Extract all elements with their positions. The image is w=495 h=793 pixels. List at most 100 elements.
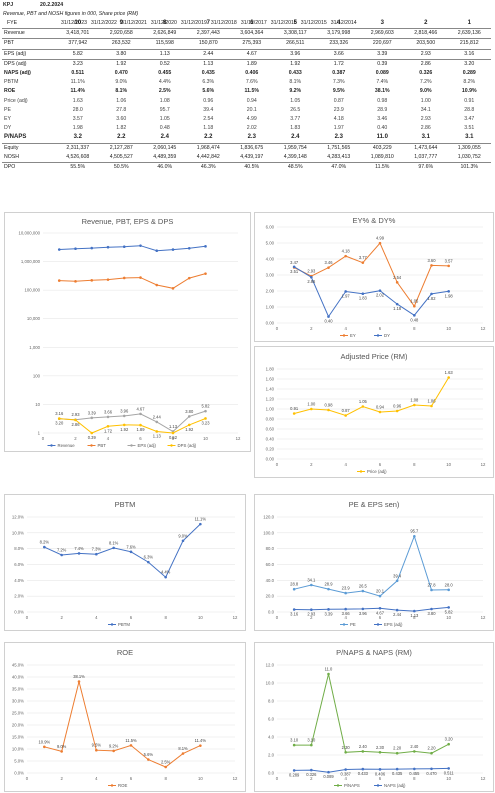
data-point (447, 767, 450, 770)
table-cell: 1,089,810 (370, 153, 394, 160)
data-point (378, 410, 382, 414)
data-label: 0.96 (393, 404, 402, 409)
table-row: EPS (adj) 5.82 3.80 1.13 2.44 4.67 3.96 3.66 3.3… (2, 48, 491, 60)
y-tick-label: 0.00 (266, 321, 275, 326)
table-cell: 3.16 (447, 48, 491, 60)
data-label: 3.80 (185, 409, 194, 414)
y-tick-label: 25.0% (12, 711, 24, 716)
table-cell: 1,836,675 (230, 142, 274, 153)
data-point (361, 261, 365, 264)
data-point (122, 414, 126, 418)
y-tick-label: 10.0 (266, 681, 275, 686)
data-label: 95.7 (410, 529, 419, 534)
series-line (59, 245, 206, 252)
table-cell: 3.20 (447, 58, 491, 70)
table-cell: 3.57 (72, 116, 83, 123)
data-point (43, 545, 46, 549)
data-label: 9.5% (92, 743, 102, 748)
data-label: 1.13 (410, 613, 419, 618)
y-tick-label: 6.0% (14, 562, 24, 567)
data-label: 4.67 (137, 406, 146, 411)
data-label: 3.66 (342, 611, 351, 616)
x-tick-label: 0 (276, 462, 279, 467)
table-cell: 6 (250, 20, 254, 26)
data-point (106, 415, 110, 419)
data-label: 3.46 (325, 260, 334, 265)
row-label: DY (4, 125, 12, 132)
table-cell: 2,127,287 (99, 142, 143, 153)
data-point (327, 408, 330, 412)
legend-label: ROE (118, 783, 127, 788)
y-tick-label: 3.00 (266, 273, 275, 278)
data-label: 3.16 (290, 611, 299, 616)
data-label: 3.20 (55, 421, 64, 426)
data-label: 2.02 (376, 293, 385, 298)
table-cell: 266,511 (273, 38, 317, 50)
table-cell: 1.05 (290, 97, 301, 104)
chart-title: ROE (117, 648, 133, 657)
x-tick-label: 4 (344, 615, 347, 620)
table-cell: 2.3 (334, 134, 343, 141)
table-cell: 26.5 (290, 106, 301, 113)
data-label: 23.9 (342, 586, 351, 591)
x-tick-label: 12 (236, 436, 241, 441)
data-label: 0.39 (88, 435, 97, 440)
data-label: 28.8 (290, 582, 299, 587)
data-point (204, 272, 207, 275)
table-cell: 150,870 (186, 38, 230, 50)
table-cell: 2.5% (158, 88, 171, 95)
data-point (43, 745, 46, 749)
y-tick-label: 30.0% (12, 699, 24, 704)
table-cell: 0.326 (419, 70, 433, 77)
data-point (292, 608, 296, 611)
y-tick-label: 35.0% (12, 687, 24, 692)
table-cell: 31/12/2020 (150, 20, 177, 26)
legend-marker (110, 784, 114, 787)
data-point (430, 607, 433, 611)
table-row: DY 1.98 1.82 0.48 1.18 2.02 1.83 1.97 0.40 2.86 3.… (2, 124, 491, 133)
y-tick-label: 20.0 (266, 594, 275, 599)
x-tick-label: 12 (481, 462, 486, 467)
y-tick-label: 8.0 (268, 699, 275, 704)
data-point (74, 418, 77, 422)
report-date: 20.2.2024 (40, 2, 64, 8)
data-label: 2.86 (307, 279, 316, 284)
data-label: 0.91 (290, 406, 299, 411)
x-tick-label: 2 (310, 615, 313, 620)
table-cell: 0.98 (377, 97, 388, 104)
table-cell: 115,598 (143, 38, 187, 50)
data-label: 5.82 (202, 404, 211, 409)
table-cell: 46.0% (143, 162, 187, 173)
data-point (447, 290, 450, 293)
table-cell: 9.2% (289, 88, 302, 95)
data-point (95, 552, 98, 556)
legend-marker (376, 334, 380, 337)
data-point (155, 430, 159, 433)
table-cell: 4,442,842 (196, 153, 220, 160)
legend-marker (376, 784, 380, 787)
legend-label: Revenue (58, 443, 76, 448)
table-cell: 0.455 (158, 70, 172, 77)
row-label: DPO (2, 162, 56, 173)
x-tick-label: 0 (276, 615, 279, 620)
table-cell: 4,439,197 (240, 153, 264, 160)
data-label: 0.98 (325, 403, 334, 408)
x-tick-label: 8 (164, 776, 167, 781)
data-label: 0.387 (341, 772, 352, 777)
data-label: 2.54 (393, 275, 402, 280)
table-cell: 4.99 (246, 116, 257, 123)
data-label: 3.77 (359, 255, 368, 260)
table-cell: 3.23 (56, 58, 100, 70)
table-cell: 27.8 (116, 106, 127, 113)
table-cell: 0.435 (201, 70, 215, 77)
data-label: 2.40 (410, 744, 419, 749)
y-tick-label: 1 (38, 431, 41, 436)
y-tick-label: 20.0% (12, 723, 24, 728)
data-point (310, 608, 313, 611)
legend-label: EPS (adj) (384, 622, 403, 627)
data-label: 27.8 (428, 582, 437, 587)
data-label: 3.10 (290, 738, 299, 743)
table-cell: 0.87 (333, 97, 344, 104)
data-label: 3.47 (290, 260, 299, 265)
data-label: 5.6% (144, 752, 154, 757)
